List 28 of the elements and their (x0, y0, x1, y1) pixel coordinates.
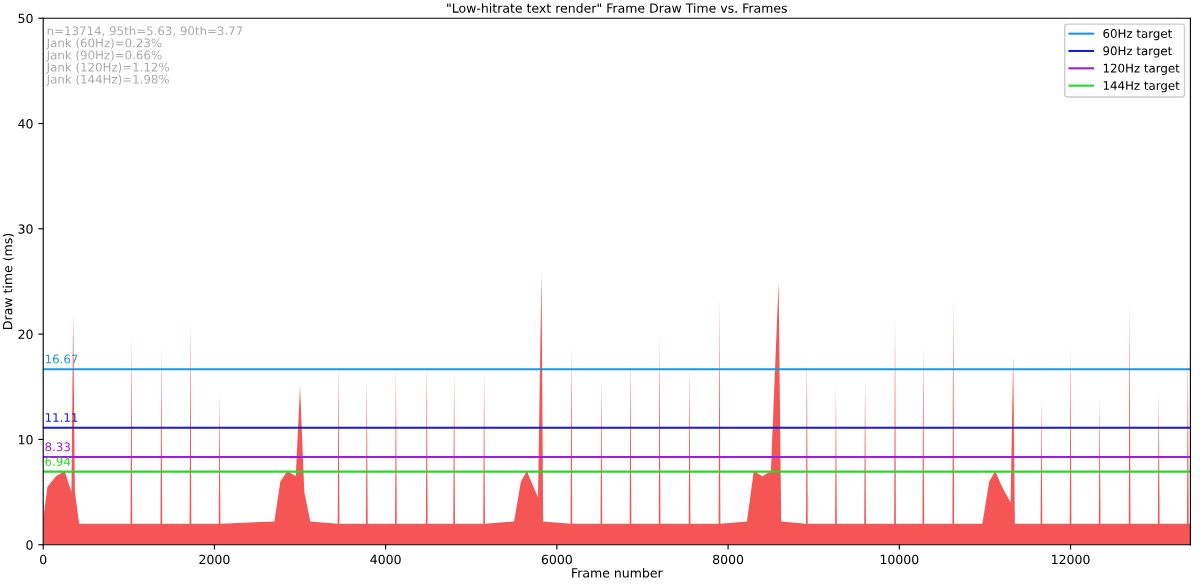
annotation: 6.94 (45, 456, 71, 466)
annotation: n=13714, 95th=5.63, 90th=3.77 (47, 26, 243, 37)
annotation: Jank (144Hz)=1.98% (46, 74, 169, 86)
legend-label: 60Hz target (1103, 29, 1172, 41)
annotation: 8.33 (45, 442, 70, 452)
annotation: Jank (60Hz)=0.23% (46, 38, 162, 50)
x-tick-label: 8000 (713, 554, 744, 565)
y-tick-label: 50 (18, 13, 33, 24)
x-tick-label: 2000 (199, 554, 230, 565)
legend-label: 120Hz target (1103, 63, 1180, 75)
x-axis-title: Frame number (572, 567, 663, 578)
y-tick-label: 40 (18, 118, 33, 129)
y-tick-label: 10 (18, 434, 33, 445)
y-tick-label: 20 (18, 329, 33, 340)
y-tick-label: 0 (26, 540, 33, 550)
annotation: 16.67 (45, 354, 78, 364)
x-tick-label: 10000 (880, 554, 919, 565)
x-tick-label: 12000 (1052, 554, 1090, 565)
x-tick-label: 6000 (541, 554, 572, 565)
x-tick-label: 0 (40, 554, 47, 565)
legend-label: 144Hz target (1103, 81, 1180, 93)
x-tick-label: 4000 (370, 554, 401, 565)
y-tick-label: 30 (18, 224, 33, 234)
y-axis-title: Draw time (ms) (2, 233, 14, 329)
annotation: Jank (120Hz)=1.12% (46, 62, 169, 74)
chart-title: "Low-hitrate text render" Frame Draw Time vs. Frames (447, 3, 787, 13)
annotation: Jank (90Hz)=0.66% (46, 50, 162, 62)
legend-label: 90Hz target (1103, 46, 1172, 58)
